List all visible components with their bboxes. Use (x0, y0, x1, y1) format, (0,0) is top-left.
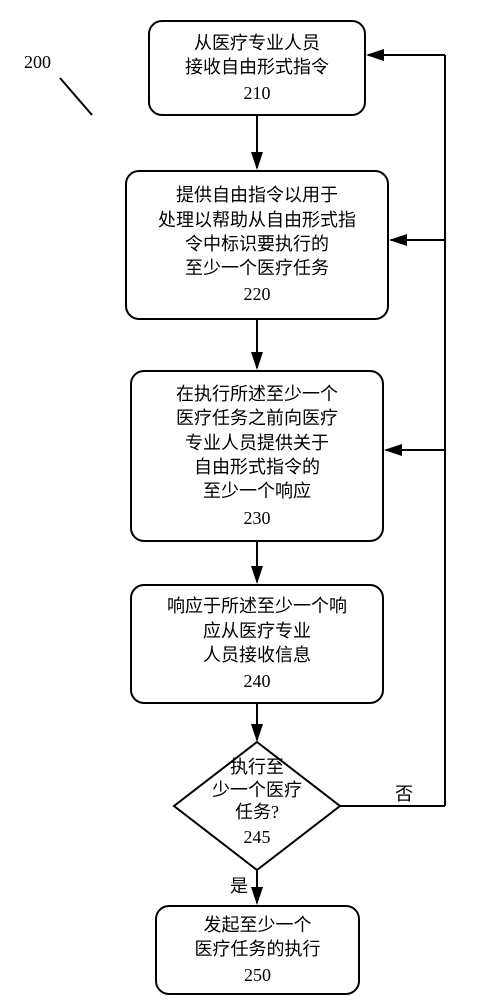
diagram-ref-label: 200 (24, 52, 51, 73)
flow-node-num: 230 (244, 506, 271, 530)
flow-node-line: 至少一个响应 (203, 479, 311, 503)
flow-node-num: 240 (244, 669, 271, 693)
flow-node-line: 执行至 (174, 756, 340, 779)
flow-node-line: 处理以帮助从自由形式指 (158, 208, 356, 232)
flow-node-240: 响应于所述至少一个响 应从医疗专业 人员接收信息 240 (130, 584, 384, 704)
flow-node-line: 专业人员提供关于 (185, 431, 329, 455)
flow-node-line: 任务? (174, 801, 340, 824)
flow-node-line: 人员接收信息 (203, 643, 311, 667)
edge-label-no: 否 (395, 780, 413, 806)
flow-node-line: 在执行所述至少一个 (176, 382, 338, 406)
flow-node-line: 医疗任务的执行 (195, 937, 321, 961)
edge-label-text: 否 (395, 784, 413, 804)
flow-node-line: 医疗任务之前向医疗 (176, 406, 338, 430)
flow-node-line: 自由形式指令的 (194, 455, 320, 479)
flow-decision-245: 执行至 少一个医疗 任务? 245 (174, 756, 340, 848)
flow-node-num: 250 (244, 963, 271, 987)
flow-node-line: 提供自由指令以用于 (176, 183, 338, 207)
flow-node-line: 令中标识要执行的 (185, 232, 329, 256)
flow-node-210: 从医疗专业人员 接收自由形式指令 210 (148, 20, 366, 116)
flow-node-line: 少一个医疗 (174, 779, 340, 802)
edge-label-yes: 是 (230, 872, 248, 898)
flow-node-line: 从医疗专业人员 (194, 31, 320, 55)
diagram-ref-text: 200 (24, 52, 51, 72)
flow-node-num: 210 (244, 81, 271, 105)
flow-node-line: 发起至少一个 (204, 913, 312, 937)
edge-label-text: 是 (230, 876, 248, 896)
flow-node-230: 在执行所述至少一个 医疗任务之前向医疗 专业人员提供关于 自由形式指令的 至少一… (130, 370, 384, 542)
flow-node-line: 应从医疗专业 (203, 619, 311, 643)
flow-node-line: 接收自由形式指令 (185, 55, 329, 79)
flow-node-250: 发起至少一个 医疗任务的执行 250 (155, 905, 360, 995)
flow-node-line: 响应于所述至少一个响 (167, 594, 347, 618)
flow-node-220: 提供自由指令以用于 处理以帮助从自由形式指 令中标识要执行的 至少一个医疗任务 … (125, 170, 389, 320)
flow-node-num: 245 (174, 826, 340, 849)
flow-node-line: 至少一个医疗任务 (185, 256, 329, 280)
flow-node-num: 220 (244, 282, 271, 306)
